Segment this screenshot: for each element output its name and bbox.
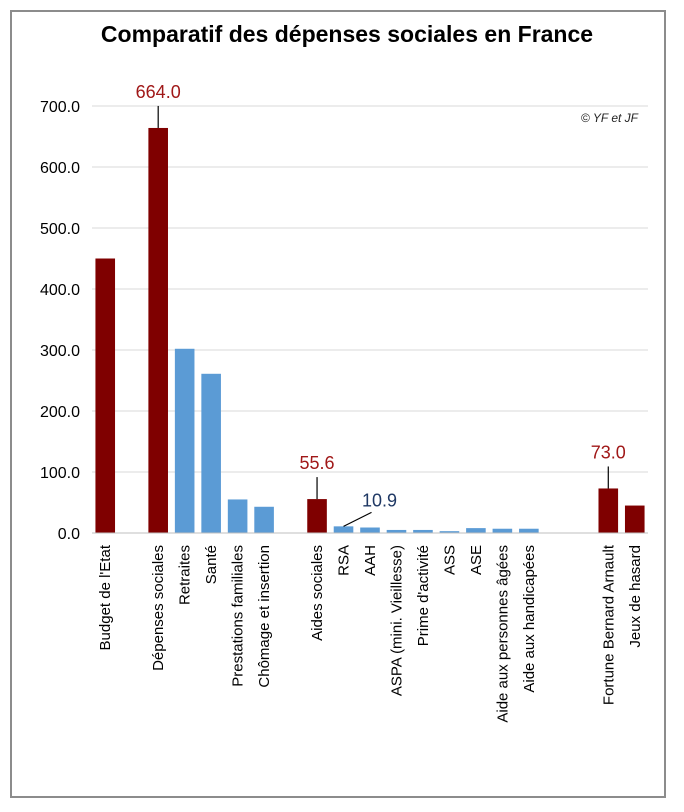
x-tick-label: ASE [468, 545, 485, 575]
y-tick-label: 500.0 [40, 221, 80, 238]
x-tick-label: Dépenses sociales [150, 545, 167, 671]
x-tick-label: RSA [336, 545, 353, 576]
bar [413, 529, 433, 533]
y-tick-label: 0.0 [58, 526, 80, 543]
chart-title: Comparatif des dépenses sociales en Fran… [101, 21, 593, 47]
bar [492, 528, 513, 533]
bar [227, 499, 248, 533]
bar [519, 528, 539, 533]
data-label: 55.6 [300, 453, 335, 473]
y-tick-label: 400.0 [40, 282, 80, 299]
data-label: 73.0 [591, 442, 626, 462]
x-tick-label: Aide aux handicapées [521, 545, 538, 693]
y-tick-label: 300.0 [40, 343, 80, 360]
y-tick-label: 600.0 [40, 160, 80, 177]
bar [598, 488, 619, 533]
x-tick-label: AAH [362, 545, 379, 576]
x-tick-label: Prime d'activité [415, 545, 432, 646]
bar [360, 527, 380, 533]
x-tick-label: Prestations familiales [230, 545, 247, 687]
bar [307, 499, 327, 533]
y-tick-label: 700.0 [40, 99, 80, 116]
x-tick-label: Jeux de hasard [627, 545, 644, 648]
leader-line [343, 511, 372, 527]
bar [333, 526, 354, 533]
y-tick-label: 100.0 [40, 465, 80, 482]
bars [95, 127, 645, 534]
x-tick-label: Aide aux personnes âgées [494, 545, 511, 723]
bar [174, 348, 195, 533]
bar [386, 529, 407, 533]
bar [201, 373, 221, 533]
x-tick-label: Aides sociales [309, 545, 326, 641]
x-axis-labels: Budget de l'Etat Dépenses sociales Retrait… [97, 544, 644, 722]
x-tick-label: ASPA (mini. Vieillesse) [388, 545, 405, 696]
bar [466, 528, 486, 533]
bar [95, 258, 116, 533]
data-labels: 664.0 55.6 10.9 73.0 [136, 82, 626, 527]
x-tick-label: Fortune Bernard Arnault [600, 544, 617, 705]
y-tick-label: 200.0 [40, 404, 80, 421]
bar [254, 506, 274, 533]
copyright-note: © YF et JF [581, 111, 639, 125]
x-tick-label: Budget de l'Etat [97, 544, 114, 650]
x-tick-label: Chômage et insertion [256, 545, 273, 688]
bar [624, 505, 645, 533]
bar [148, 127, 168, 534]
x-tick-label: Santé [203, 545, 220, 584]
data-label: 664.0 [136, 82, 181, 102]
x-tick-label: Retraites [177, 545, 194, 605]
x-tick-label: ASS [441, 545, 458, 575]
chart-frame [10, 10, 666, 798]
data-label: 10.9 [362, 490, 397, 510]
y-axis-ticks: 0.0 100.0 200.0 300.0 400.0 500.0 600.0 700.0 [40, 99, 80, 543]
bar [439, 531, 460, 533]
